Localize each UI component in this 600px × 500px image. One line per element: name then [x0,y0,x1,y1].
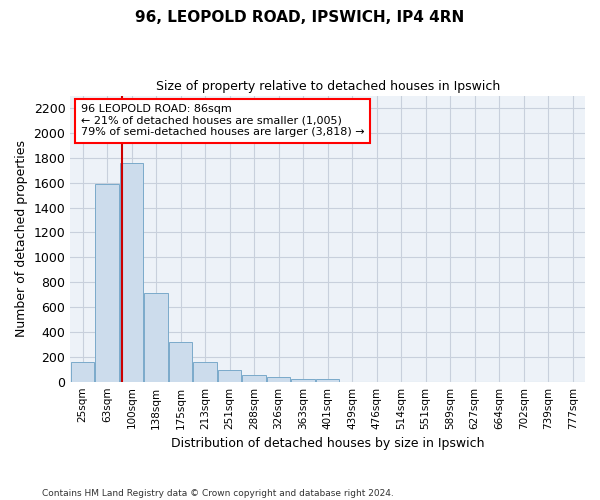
Bar [120,162,143,382]
Bar [95,184,119,382]
Text: 96 LEOPOLD ROAD: 86sqm
← 21% of detached houses are smaller (1,005)
79% of semi-: 96 LEOPOLD ROAD: 86sqm ← 21% of detached… [80,104,364,138]
Y-axis label: Number of detached properties: Number of detached properties [15,140,28,337]
Bar [71,362,94,382]
X-axis label: Distribution of detached houses by size in Ipswich: Distribution of detached houses by size … [171,437,484,450]
Text: Contains HM Land Registry data © Crown copyright and database right 2024.: Contains HM Land Registry data © Crown c… [42,488,394,498]
Title: Size of property relative to detached houses in Ipswich: Size of property relative to detached ho… [155,80,500,93]
Bar [292,378,315,382]
Bar [267,378,290,382]
Bar [242,375,266,382]
Bar [145,294,168,382]
Bar [193,362,217,382]
Bar [316,379,339,382]
Bar [218,370,241,382]
Text: 96, LEOPOLD ROAD, IPSWICH, IP4 4RN: 96, LEOPOLD ROAD, IPSWICH, IP4 4RN [136,10,464,25]
Bar [169,342,192,382]
